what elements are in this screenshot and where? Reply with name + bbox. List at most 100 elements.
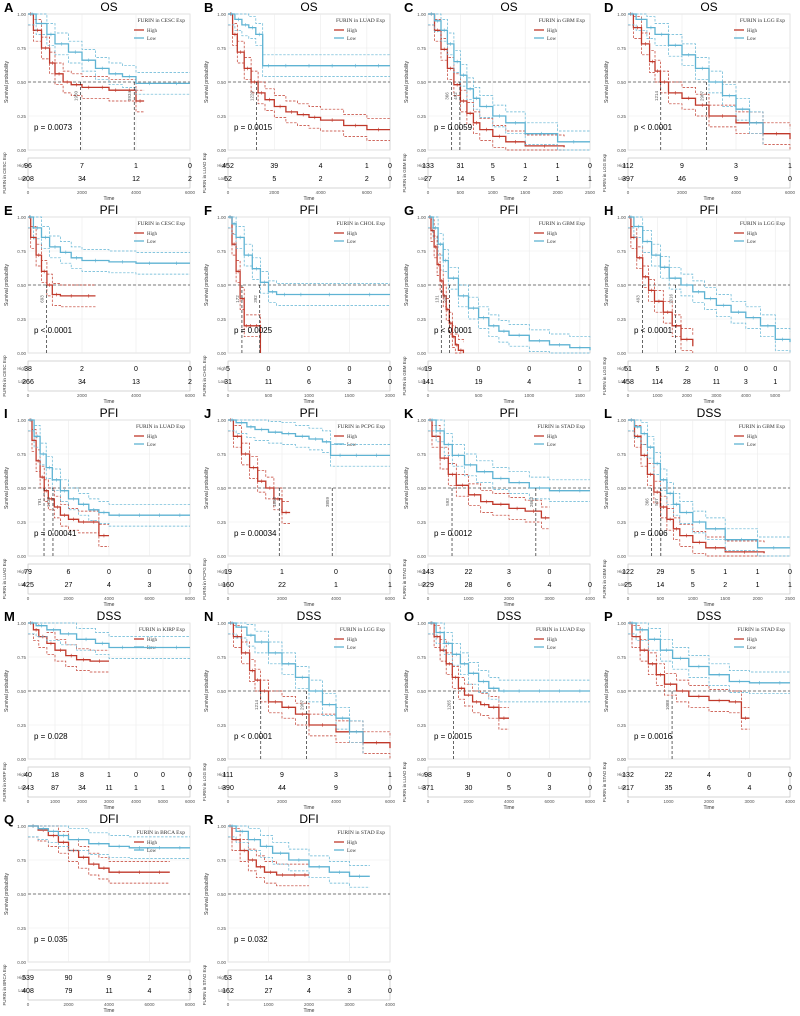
risk-row-label-low: Low: [418, 785, 427, 790]
median-label-low: 2907: [699, 90, 704, 101]
y-tick-label: 0.50: [17, 486, 26, 491]
legend-title: FURIN in KIRP Exp: [139, 627, 185, 633]
legend-low-label: Low: [347, 37, 357, 42]
risk-count-low: 27: [265, 988, 273, 995]
x-tick-label: 4000: [741, 393, 752, 398]
panel-title: PFI: [100, 406, 119, 420]
survival-curve-low: [228, 13, 390, 67]
legend-low-label: Low: [147, 37, 157, 42]
x-axis-label: Time: [704, 196, 715, 202]
x-tick-label: 0: [427, 596, 430, 601]
ci-lower-high: [228, 633, 391, 759]
y-tick-label: 0.00: [417, 351, 426, 356]
x-tick-label: 0: [27, 393, 30, 398]
x-tick-label: 1000: [50, 799, 61, 804]
ci-lower-low: [28, 633, 190, 659]
risk-count-low: 6: [507, 582, 511, 589]
risk-count-high: 0: [161, 772, 165, 779]
x-tick-label: 4000: [785, 799, 796, 804]
y-tick-label: 1.00: [17, 215, 26, 220]
risk-count-high: 1: [756, 569, 760, 576]
x-axis-label: Time: [104, 196, 115, 202]
p-value: p = 0.0059: [434, 123, 473, 132]
risk-count-low: 458: [622, 379, 634, 386]
legend-low-label: Low: [147, 240, 157, 245]
risk-table-label: FURIN in PCPG Exp: [202, 558, 207, 600]
risk-count-low: 1: [134, 785, 138, 792]
legend-low-label: Low: [147, 443, 157, 448]
y-tick-label: 0.00: [17, 148, 26, 153]
risk-count-high: 0: [507, 772, 511, 779]
risk-count-high: 19: [424, 366, 432, 373]
risk-row-label-high: High: [617, 772, 626, 777]
risk-row-label-low: Low: [418, 176, 427, 181]
risk-count-high: 143: [422, 569, 434, 576]
p-value: p = 0.0025: [234, 326, 273, 335]
panel-letter: B: [204, 0, 213, 15]
x-tick-label: 2000: [753, 596, 764, 601]
panel-letter: R: [204, 812, 214, 827]
y-tick-label: 0.25: [217, 114, 226, 119]
risk-count-low: 0: [388, 176, 392, 183]
legend-low-label: Low: [347, 646, 357, 651]
y-tick-label: 0.50: [417, 283, 426, 288]
x-axis-label: Time: [304, 1008, 315, 1014]
median-label-low: 3934: [127, 90, 132, 101]
legend-high-label: High: [147, 638, 158, 643]
ci-upper-low: [628, 216, 791, 332]
legend-title: FURIN in BRCA Exp: [137, 830, 186, 836]
risk-table-frame: [27, 969, 191, 1001]
ci-upper-low: [428, 622, 590, 681]
y-tick-label: 0.75: [17, 655, 26, 660]
legend-high-label: High: [547, 232, 558, 237]
y-tick-label: 0.75: [617, 46, 626, 51]
legend-high-label: High: [547, 435, 558, 440]
y-tick-label: 0.25: [617, 520, 626, 525]
risk-table-label: FURIN in GBM Exp: [602, 559, 607, 599]
risk-count-low: 34: [78, 785, 86, 792]
y-axis-label: Survival probability: [204, 264, 210, 306]
risk-count-high: 122: [622, 569, 634, 576]
y-tick-label: 0.50: [217, 892, 226, 897]
risk-count-low: 4: [548, 582, 552, 589]
x-tick-label: 2000: [77, 190, 88, 195]
legend-title: FURIN in GBM Exp: [739, 424, 786, 430]
risk-count-low: 4: [307, 988, 311, 995]
y-tick-label: 0.75: [417, 452, 426, 457]
panel-letter: C: [404, 0, 414, 15]
ci-upper-low: [228, 13, 390, 56]
panel-H: H PFI 0.00 0.25 0.50 0.75 1.00 Survival probabi…: [602, 203, 791, 405]
survival-curve-high: [628, 13, 791, 140]
risk-count-high: 1: [788, 163, 792, 170]
risk-table-frame: [227, 766, 391, 798]
x-tick-label: 2000: [682, 393, 693, 398]
p-value: p = 0.0015: [234, 123, 273, 132]
risk-count-low: 390: [222, 785, 234, 792]
x-axis-label: Time: [104, 1008, 115, 1014]
x-tick-label: 0: [227, 393, 230, 398]
panel-title: DSS: [97, 609, 122, 623]
y-tick-label: 0.25: [417, 520, 426, 525]
y-tick-label: 0.25: [617, 317, 626, 322]
risk-count-low: 52: [224, 176, 232, 183]
risk-row-label-high: High: [617, 163, 626, 168]
y-tick-label: 1.00: [417, 418, 426, 423]
x-axis-label: Time: [104, 805, 115, 811]
y-tick-label: 0.00: [217, 554, 226, 559]
x-tick-label: 2000: [504, 596, 515, 601]
panel-letter: L: [604, 406, 612, 421]
risk-count-low: 5: [691, 582, 695, 589]
ci-upper-high: [28, 419, 109, 526]
x-tick-label: 6000: [185, 799, 196, 804]
x-tick-label: 8000: [185, 596, 196, 601]
x-tick-label: 0: [27, 1002, 30, 1007]
risk-count-low: 3: [348, 379, 352, 386]
panel-G: G PFI 0.00 0.25 0.50 0.75 1.00 Survival probabi…: [402, 203, 591, 405]
y-tick-label: 0.50: [417, 80, 426, 85]
y-tick-label: 0.25: [217, 317, 226, 322]
risk-count-low: 4: [527, 379, 531, 386]
risk-count-high: 5: [226, 366, 230, 373]
risk-count-high: 38: [24, 366, 32, 373]
y-tick-label: 0.00: [617, 757, 626, 762]
ci-lower-low: [228, 430, 390, 467]
